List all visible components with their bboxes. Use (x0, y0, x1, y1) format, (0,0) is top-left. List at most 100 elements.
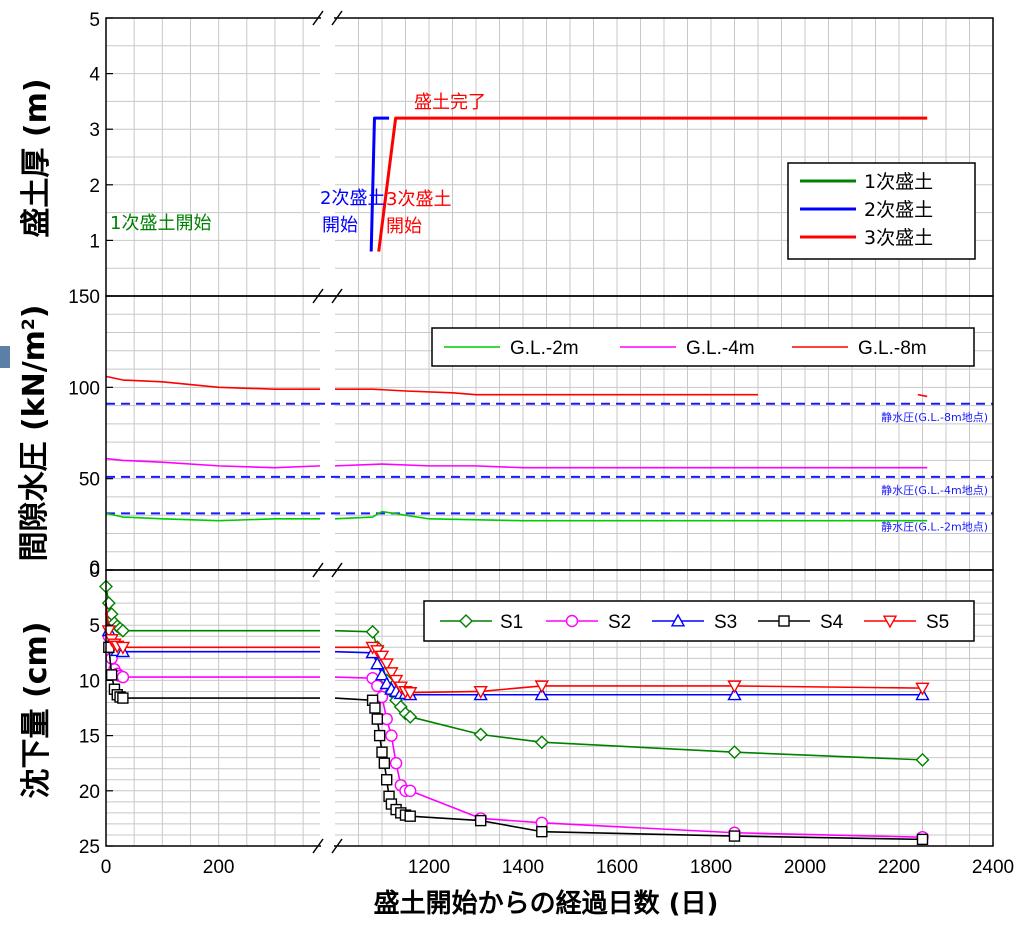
axis-break-mark (331, 838, 343, 854)
y-tick-label: 15 (79, 727, 100, 748)
legend-box (431, 327, 975, 367)
series-line-G.L.-2m (105, 512, 320, 522)
y-tick-label: 0 (89, 561, 100, 582)
x-tick-label: 0 (101, 857, 112, 878)
legend-label: 1次盛土 (864, 171, 933, 193)
x-tick-label: 2200 (878, 857, 920, 878)
hydrostatic-label: 静水圧(G.L.-2m地点) (881, 519, 988, 533)
legend-layer: 1次盛土 2次盛土 3次盛土 G.L.-2m G.L.-4m G.L.-8m S1 S2 S3 S… (423, 162, 976, 642)
marker-S4 (378, 757, 391, 769)
marker-S4 (916, 833, 929, 846)
series-line-G.L.-2m (334, 510, 928, 522)
series-line-G.L.-8m (105, 375, 320, 390)
y-tick-label: 5 (89, 616, 100, 637)
legend-label: G.L.-8m (858, 338, 927, 359)
marker-S3 (370, 656, 385, 670)
label-layer: 盛土厚 (m)間隙水圧 (kN/m2)沈下量 (cm)盛土開始からの経過日数 (… (17, 78, 718, 919)
y-tick-label: 20 (79, 782, 100, 803)
axis-break-mark (331, 10, 343, 26)
axis-break-mark (312, 288, 324, 304)
marker-S1 (365, 624, 380, 639)
hydrostatic-label: 静水圧(G.L.-8m地点) (881, 410, 988, 424)
marker-S4 (536, 825, 548, 838)
legend-label: S1 (500, 612, 523, 633)
marker-S5 (374, 650, 390, 664)
x-tick-label: 1400 (502, 857, 544, 878)
legend-box (787, 162, 976, 260)
series-line-2次盛土 (369, 116, 390, 252)
marker-S5 (473, 685, 488, 699)
series-line-G.L.-4m (105, 457, 321, 469)
marker-S5 (384, 667, 399, 681)
legend-label: S2 (608, 612, 631, 633)
x-tick-label: 1800 (690, 857, 732, 878)
series-layer (99, 116, 930, 846)
hydrostatic-label: 静水圧(G.L.-4m地点) (881, 483, 988, 497)
x-tick-label: 200 (203, 857, 235, 878)
legend-marker (778, 615, 790, 627)
marker-S1 (473, 727, 488, 742)
marker-S3 (534, 687, 549, 701)
marker-S4 (376, 746, 388, 758)
legend-label: G.L.-2m (510, 338, 579, 359)
marker-S1 (534, 735, 549, 750)
series-line-G.L.-8m (917, 393, 928, 398)
frame-layer (105, 10, 994, 854)
axis-break-mark (331, 562, 343, 578)
marker-S3 (727, 687, 742, 701)
series-line-3次盛土 (377, 116, 928, 252)
axis-break-layer (320, 18, 335, 846)
marker-S1 (101, 596, 116, 611)
marker-S4 (404, 810, 416, 822)
marker-S4 (105, 669, 118, 681)
marker-S5 (915, 682, 930, 696)
y-tick-label: 2 (89, 176, 100, 197)
grid-layer (105, 18, 993, 846)
series-line-S3 (105, 603, 320, 653)
axis-break-mark (331, 288, 343, 304)
marker-S2 (116, 670, 130, 684)
marker-S5 (115, 641, 131, 655)
x-tick-label: 1600 (596, 857, 638, 878)
marker-S4 (381, 774, 393, 786)
side-tab-marker (0, 346, 10, 368)
legend-label: 2次盛土 (864, 199, 933, 221)
marker-S2 (404, 784, 417, 797)
y-tick-label: 5 (89, 10, 100, 31)
x-axis-title: 盛土開始からの経過日数 (日) (374, 888, 719, 919)
x-tick-label: 2000 (784, 857, 826, 878)
axis-break-bottom-gap (321, 842, 334, 850)
marker-S4 (728, 830, 741, 842)
marker-S5 (534, 680, 549, 694)
y-tick-label: 25 (79, 837, 100, 858)
series-line-S1 (105, 586, 320, 632)
axis-break-mark (312, 838, 324, 854)
y-tick-label: 1 (89, 231, 100, 252)
legend-marker (459, 614, 473, 628)
marker-S4 (373, 729, 386, 742)
y-axis-title-pore-pressure: 間隙水圧 (kN/m2) (17, 305, 52, 562)
axis-break-gap (320, 18, 335, 846)
series-line-G.L.-8m (335, 388, 758, 396)
y-tick-label: 0 (89, 558, 100, 579)
marker-S2 (389, 757, 403, 770)
marker-S5 (388, 674, 404, 688)
legend-marker (670, 613, 686, 627)
marker-S5 (727, 680, 742, 694)
legend-label: S5 (926, 612, 949, 633)
x-tick-label: 2400 (972, 857, 1014, 878)
y-tick-label: 100 (68, 378, 100, 399)
annotation-label: 1次盛土開始 (110, 213, 211, 234)
marker-S5 (379, 658, 394, 672)
series-line-G.L.-4m (334, 463, 928, 469)
marker-S5 (403, 687, 418, 700)
annotation-label: 2次盛土 (320, 188, 385, 209)
series-line-S5 (335, 646, 923, 694)
marker-S3 (374, 667, 390, 681)
marker-S4 (117, 692, 129, 704)
y-axis-title-main: 間隙水圧 (kN/m (17, 330, 52, 561)
x-tick-label: 1200 (408, 857, 450, 878)
